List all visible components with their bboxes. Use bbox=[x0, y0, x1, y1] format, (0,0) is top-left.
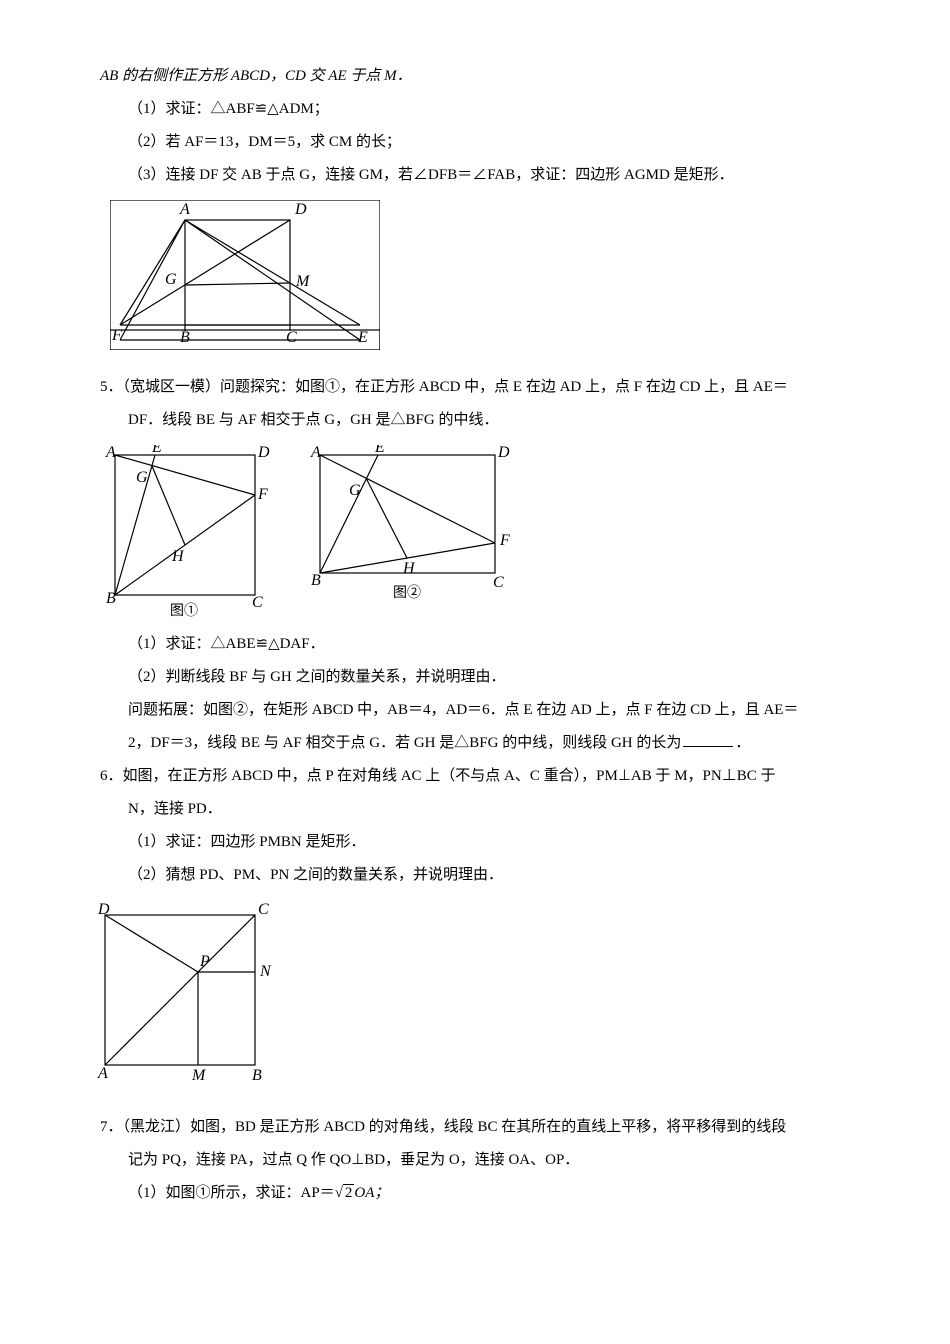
svg-text:F: F bbox=[111, 327, 122, 344]
svg-text:B: B bbox=[311, 572, 321, 589]
svg-text:P: P bbox=[199, 953, 210, 970]
svg-text:B: B bbox=[252, 1067, 262, 1084]
sqrt-symbol: √2 bbox=[335, 1177, 355, 1210]
q4-1: （1）求证：△ABF≌△ADM； bbox=[100, 93, 860, 126]
q5-intro-b: DF．线段 BE 与 AF 相交于点 G，GH 是△BFG 的中线． bbox=[100, 404, 860, 437]
svg-text:C: C bbox=[258, 901, 269, 918]
svg-text:图②: 图② bbox=[393, 585, 421, 601]
svg-text:B: B bbox=[106, 590, 116, 607]
svg-text:A: A bbox=[105, 445, 116, 461]
q5-ext-b-pre: 2，DF＝3，线段 BE 与 AF 相交于点 G．若 GH 是△BFG 的中线，… bbox=[128, 735, 681, 751]
svg-text:A: A bbox=[310, 445, 321, 461]
svg-text:H: H bbox=[402, 560, 416, 577]
q5-1: （1）求证：△ABE≌△DAF． bbox=[100, 628, 860, 661]
q7-intro-b: 记为 PQ，连接 PA，过点 Q 作 QO⊥BD，垂足为 O，连接 OA、OP． bbox=[100, 1144, 860, 1177]
svg-text:D: D bbox=[257, 445, 270, 461]
svg-text:A: A bbox=[179, 201, 190, 218]
q4-3: （3）连接 DF 交 AB 于点 G，连接 GM，若∠DFB＝∠FAB，求证：四… bbox=[100, 159, 860, 192]
text: AB 的右侧作正方形 ABCD，CD 交 AE 于点 M． bbox=[100, 68, 412, 84]
svg-text:E: E bbox=[151, 445, 162, 456]
q7-intro-a: 7．（黑龙江）如图，BD 是正方形 ABCD 的对角线，线段 BC 在其所在的直… bbox=[100, 1111, 860, 1144]
q5-intro-a: 5．（宽城区一模）问题探究：如图①，在正方形 ABCD 中，点 E 在边 AD … bbox=[100, 371, 860, 404]
q7-1-post: OA； bbox=[354, 1185, 389, 1201]
q5-2: （2）判断线段 BF 与 GH 之间的数量关系，并说明理由． bbox=[100, 661, 860, 694]
svg-text:C: C bbox=[252, 594, 263, 611]
q6-2: （2）猜想 PD、PM、PN 之间的数量关系，并说明理由． bbox=[100, 859, 860, 892]
svg-text:D: D bbox=[294, 201, 307, 218]
q7-1-pre: （1）如图①所示，求证：AP＝ bbox=[128, 1185, 335, 1201]
svg-text:图①: 图① bbox=[170, 603, 198, 619]
q6-intro-b: N，连接 PD． bbox=[100, 793, 860, 826]
svg-text:G: G bbox=[349, 482, 361, 499]
svg-text:D: D bbox=[97, 901, 110, 918]
q5-ext-b: 2，DF＝3，线段 BE 与 AF 相交于点 G．若 GH 是△BFG 的中线，… bbox=[100, 727, 860, 760]
q6-1: （1）求证：四边形 PMBN 是矩形． bbox=[100, 826, 860, 859]
svg-text:E: E bbox=[374, 445, 385, 456]
q7-1: （1）如图①所示，求证：AP＝√2OA； bbox=[100, 1177, 860, 1210]
svg-text:M: M bbox=[191, 1067, 207, 1084]
svg-text:H: H bbox=[171, 548, 185, 565]
svg-text:C: C bbox=[286, 329, 297, 346]
svg-text:B: B bbox=[180, 329, 190, 346]
q5-ext-b-post: ． bbox=[735, 735, 750, 751]
q4-2: （2）若 AF＝13，DM＝5，求 CM 的长； bbox=[100, 126, 860, 159]
blank-answer[interactable] bbox=[683, 746, 733, 747]
figure-4: A D F B C E G M bbox=[110, 200, 860, 363]
svg-text:F: F bbox=[499, 532, 510, 549]
radicand: 2 bbox=[343, 1184, 355, 1201]
figure-6: D C A B P N M bbox=[90, 900, 860, 1103]
svg-text:N: N bbox=[259, 963, 272, 980]
svg-text:D: D bbox=[497, 445, 510, 461]
q6-intro-a: 6．如图，在正方形 ABCD 中，点 P 在对角线 AC 上（不与点 A、C 重… bbox=[100, 760, 860, 793]
svg-text:F: F bbox=[257, 486, 268, 503]
svg-text:G: G bbox=[136, 469, 148, 486]
svg-text:M: M bbox=[295, 273, 311, 290]
svg-text:G: G bbox=[165, 271, 177, 288]
svg-text:C: C bbox=[493, 574, 504, 591]
svg-text:E: E bbox=[357, 329, 368, 346]
figure-5-row: A E D F B C G H 图① A E D F B bbox=[100, 445, 860, 620]
svg-text:A: A bbox=[97, 1065, 108, 1082]
q5-ext-a: 问题拓展：如图②，在矩形 ABCD 中，AB＝4，AD＝6．点 E 在边 AD … bbox=[100, 694, 860, 727]
